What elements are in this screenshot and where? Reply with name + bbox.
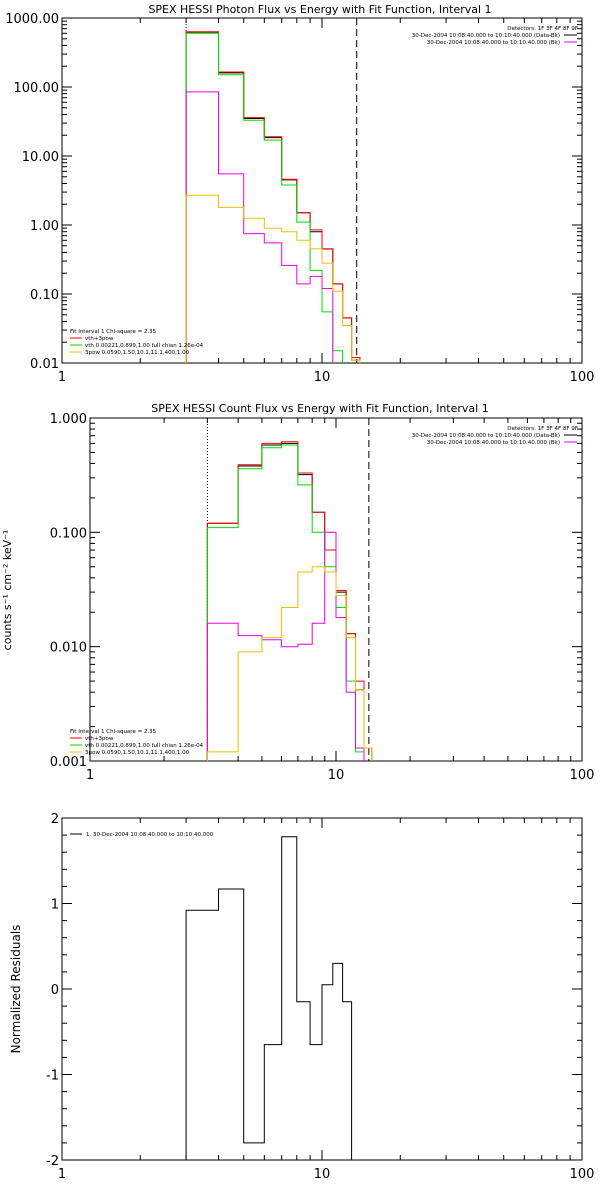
count-flux-y-tick-label: 1.000 [50,412,87,427]
count-flux-series-line [206,566,373,761]
residuals-x-tick-label: 10 [314,1167,331,1182]
residuals-y-tick-label: 1 [51,898,59,913]
count-flux-fit-range-markers [206,418,370,761]
count-flux-axes: 1 10 100 0.001 0.010 0.100 1.000 [50,412,595,783]
residuals-series [185,836,353,1160]
photon-flux-legend-entry: 30-Dec-2004 10:08:40.000 to 10:10:40.000… [412,33,560,39]
photon-flux-series-line [185,91,334,363]
photon-flux-x-tick-label: 10 [314,370,331,385]
photon-flux-fit-range-markers [185,18,358,363]
residuals-y-axis-label: Normalized Residuals [9,925,23,1054]
count-flux-legend-entry: 3pow 0.0590,1.50,10.1,11.1,400,1.00 [85,750,190,756]
photon-flux-y-tick-label: 0.10 [30,288,59,303]
photon-flux-y-tick-label: 10.00 [22,150,59,165]
count-flux-series [206,441,373,761]
count-flux-series-line [206,442,373,761]
photon-flux-y-tick-label: 1000.00 [5,12,59,27]
count-flux-x-tick-label: 10 [328,768,345,783]
count-flux-y-tick-label: 0.100 [50,526,87,541]
photon-flux-detectors-label: Detectors: 1F 3F 4F 8F 9F [507,26,578,32]
photon-flux-x-tick-label: 100 [570,370,595,385]
count-flux-x-tick-label: 1 [86,768,94,783]
residuals-series-line [185,836,353,1160]
photon-flux-y-tick-label: 100.00 [14,81,60,96]
photon-flux-legend-top: Detectors: 1F 3F 4F 8F 9F 30-Dec-2004 10… [412,26,578,46]
photon-flux-legend-entry: 3pow 0.0590,1.50,10.1,11.1,400,1.00 [85,350,190,356]
count-flux-legend-bottom: Fit Interval 1 Chi-square = 2.35 vth+3po… [70,729,204,756]
count-flux-fit-summary: Fit Interval 1 Chi-square = 2.35 [70,729,157,735]
count-flux-panel: SPEX HESSI Count Flux vs Energy with Fit… [1,402,594,783]
residuals-legend: 1. 30-Dec-2004 10:08:40.000 to 10:10:40.… [70,832,214,838]
photon-flux-x-tick-label: 1 [58,370,66,385]
photon-flux-series-line [185,32,344,363]
count-flux-title: SPEX HESSI Count Flux vs Energy with Fit… [151,402,488,415]
photon-flux-legend-entry: 30-Dec-2004 10:08:40.000 to 10:10:40.000… [427,40,560,46]
photon-flux-series [185,31,361,363]
count-flux-legend-entry: vth+3pow [85,736,114,742]
count-flux-series-line [206,441,373,761]
count-flux-x-tick-label: 100 [570,768,595,783]
count-flux-y-tick-label: 0.010 [50,641,87,656]
residuals-x-tick-label: 100 [570,1167,595,1182]
residuals-legend-entry: 1. 30-Dec-2004 10:08:40.000 to 10:10:40.… [86,832,214,838]
residuals-y-tick-label: 2 [51,812,59,827]
residuals-axes: 1 10 100 -2 -1 0 1 2 [46,812,594,1182]
photon-flux-series-line [185,31,361,363]
count-flux-series-line [206,444,365,761]
photon-flux-legend-entry: vth+3pow [85,336,114,342]
residuals-y-tick-label: -2 [46,1154,59,1169]
photon-flux-series-line [185,31,361,363]
count-flux-y-axis-label: counts s⁻¹ cm⁻² keV⁻¹ [1,530,14,651]
count-flux-legend-entry: 30-Dec-2004 10:08:40.000 to 10:10:40.000… [427,440,560,446]
photon-flux-legend-entry: vth 0.00221,0.899,1.00 full chian 1.26e-… [85,343,204,349]
photon-flux-fit-summary: Fit Interval 1 Chi-square = 2.35 [70,329,157,335]
count-flux-legend-entry: 30-Dec-2004 10:08:40.000 to 10:10:40.000… [412,433,560,439]
residuals-y-tick-label: -1 [46,1069,59,1084]
count-flux-detectors-label: Detectors: 1F 3F 4F 8F 9F [507,426,578,432]
photon-flux-panel: SPEX HESSI Photon Flux vs Energy with Fi… [5,3,594,385]
residuals-y-tick-label: 0 [51,983,59,998]
residuals-x-tick-label: 1 [58,1167,66,1182]
count-flux-legend-entry: vth 0.00221,0.899,1.00 full chian 1.26e-… [85,743,204,749]
residuals-panel: Normalized Residuals 1 10 100 -2 -1 0 1 2 1. 30… [9,812,594,1182]
photon-flux-y-tick-label: 1.00 [30,219,59,234]
count-flux-y-tick-label: 0.001 [50,755,87,770]
photon-flux-legend-bottom: Fit Interval 1 Chi-square = 2.35 vth+3po… [70,329,204,356]
photon-flux-axes: 1 10 100 0.01 0.10 1.00 10.00 100.00 1000.00 [5,12,594,385]
photon-flux-title: SPEX HESSI Photon Flux vs Energy with Fi… [148,3,491,16]
count-flux-series-line [206,531,365,761]
photon-flux-series-line [185,194,361,363]
count-flux-legend-top: Detectors: 1F 3F 4F 8F 9F 30-Dec-2004 10… [412,426,578,446]
photon-flux-y-tick-label: 0.01 [30,357,59,372]
